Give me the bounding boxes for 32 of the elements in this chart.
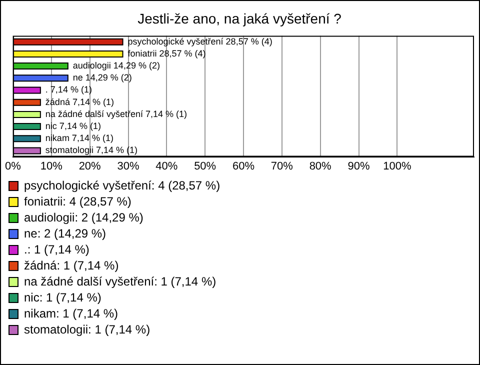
legend-label: foniatrii: 4 (28,57 %) — [24, 194, 132, 208]
data-label: psychologické vyšetření 28,57 % (4) — [128, 36, 272, 46]
x-tick-label: 10% — [40, 160, 63, 172]
legend-label: ne: 2 (14,29 %) — [24, 226, 106, 240]
data-label: nic 7,14 % (1) — [45, 121, 101, 132]
legend-label: nic: 1 (7,14 %) — [24, 290, 102, 304]
x-tick-label: 50% — [194, 160, 216, 172]
data-label: ne 14,29 % (2) — [72, 72, 132, 83]
x-tick-label: 70% — [270, 160, 294, 172]
x-tick-label: 100% — [383, 160, 412, 172]
data-label: nikam 7,14 % (1) — [45, 133, 114, 144]
legend-label: audiologii: 2 (14,29 %) — [24, 210, 144, 224]
legend-label: nikam: 1 (7,14 %) — [24, 306, 118, 320]
legend-label: stomatologii: 1 (7,14 %) — [24, 322, 150, 336]
data-label: . 7,14 % (1) — [45, 84, 92, 95]
chart-title: Jestli-že ano, na jaká vyšetření ? — [138, 10, 342, 26]
legend-label: žádná: 1 (7,14 %) — [24, 258, 119, 272]
x-tick-label: 20% — [78, 160, 102, 172]
data-label: žádná 7,14 % (1) — [45, 96, 114, 107]
data-label: na žádné další vyšetření 7,14 % (1) — [45, 108, 188, 119]
x-tick-label: 40% — [156, 160, 178, 172]
x-tick-label: 80% — [309, 160, 332, 172]
legend-label: na žádné další vyšetření: 1 (7,14 %) — [24, 274, 216, 288]
legend-label: .: 1 (7,14 %) — [24, 242, 90, 256]
data-label: stomatologii 7,14 % (1) — [45, 145, 138, 156]
x-tick-label: 60% — [232, 160, 255, 172]
x-tick-label: 90% — [348, 160, 370, 172]
data-label: audiologii 14,29 % (2) — [72, 60, 160, 71]
x-tick-label: 30% — [117, 160, 140, 172]
data-label: foniatrii 28,57 % (4) — [128, 48, 206, 58]
legend-label: psychologické vyšetření: 4 (28,57 %) — [24, 178, 220, 192]
x-tick-label: 0% — [5, 160, 22, 172]
